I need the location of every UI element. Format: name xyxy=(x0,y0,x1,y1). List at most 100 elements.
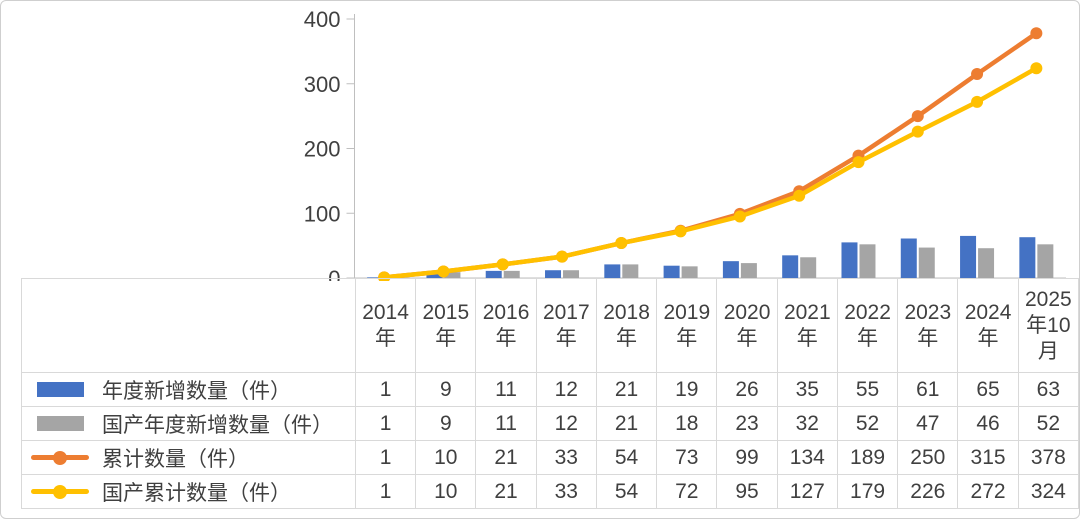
category-cell: 2022 年 xyxy=(836,278,899,373)
value-cell: 54 xyxy=(595,474,658,509)
value-cell: 63 xyxy=(1017,372,1079,407)
category-cell: 2025 年10 月 xyxy=(1017,278,1079,373)
line-marker xyxy=(437,265,450,278)
value-cell: 32 xyxy=(776,406,838,441)
line-marker xyxy=(556,250,569,263)
category-line: 2014 xyxy=(362,300,409,324)
line-marker xyxy=(733,210,746,223)
category-line: 2018 xyxy=(603,300,650,324)
y-axis-tick-label: 300 xyxy=(304,72,341,97)
value-cell: 11 xyxy=(475,372,537,407)
value-cell: 52 xyxy=(836,406,899,441)
legend-bar-swatch xyxy=(31,382,89,397)
value-cell: 179 xyxy=(836,474,899,509)
bar xyxy=(859,244,876,278)
category-line: 2025 xyxy=(1024,287,1072,311)
category-cell: 2017 年 xyxy=(535,278,597,373)
value-cell: 19 xyxy=(656,372,718,407)
value-cell: 54 xyxy=(595,440,658,475)
value-cell: 324 xyxy=(1017,474,1079,509)
bar xyxy=(1037,244,1054,278)
category-line: 年10 xyxy=(1026,313,1071,337)
bar xyxy=(722,261,739,278)
bar xyxy=(978,248,995,278)
line-marker xyxy=(852,156,865,169)
bar xyxy=(663,265,680,278)
value-cell: 52 xyxy=(1017,406,1079,441)
line-marker xyxy=(674,224,687,237)
bar xyxy=(900,238,917,278)
category-line: 2019 xyxy=(663,300,711,324)
category-line: 年 xyxy=(917,326,939,350)
line-path xyxy=(381,30,1039,280)
table-row: 年度新增数量（件） 1 9 11 12 21 19 26 35 55 61 65 63 xyxy=(21,372,1079,407)
table-corner-spacer xyxy=(21,278,356,373)
category-line: 2023 xyxy=(904,300,952,324)
category-line: 2015 xyxy=(422,300,470,324)
bar xyxy=(681,266,698,278)
bar xyxy=(841,242,858,278)
category-cell: 2021 年 xyxy=(776,278,838,373)
category-line: 年 xyxy=(857,326,879,350)
bar xyxy=(563,270,580,278)
value-cell: 250 xyxy=(897,440,959,475)
value-cell: 21 xyxy=(595,406,658,441)
line-marker xyxy=(615,237,628,250)
value-cell: 378 xyxy=(1017,440,1079,475)
value-cell: 9 xyxy=(415,406,477,441)
bar-series-1 xyxy=(385,244,1054,278)
table-row: 累计数量（件） 1 10 21 33 54 73 99 134 189 250 315 378 xyxy=(21,440,1079,475)
category-line: 2017 xyxy=(542,300,590,324)
legend-line-swatch xyxy=(31,450,89,466)
value-cell: 10 xyxy=(415,474,477,509)
line-marker xyxy=(793,189,806,202)
category-line: 年 xyxy=(736,326,758,350)
legend-label: 累计数量（件） xyxy=(102,447,249,471)
line-marker xyxy=(1030,27,1043,40)
value-cell: 26 xyxy=(716,372,778,407)
value-cell: 1 xyxy=(354,406,417,441)
line-series-2 xyxy=(378,27,1043,281)
category-line: 年 xyxy=(616,326,638,350)
value-cell: 12 xyxy=(535,372,597,407)
line-marker xyxy=(496,258,509,271)
legend-cell: 年度新增数量（件） xyxy=(21,372,356,407)
line-marker xyxy=(911,125,924,138)
chart-data-table: 2014 年 2015 年 2016 年 2017 年 2018 年 2019 年 2020 年 2021 年… xyxy=(21,278,1079,509)
category-line: 年 xyxy=(796,326,818,350)
category-cell: 2015 年 xyxy=(415,278,477,373)
category-line: 年 xyxy=(495,326,517,350)
value-cell: 95 xyxy=(716,474,778,509)
line-path xyxy=(381,65,1039,280)
line-marker xyxy=(556,250,569,263)
line-marker xyxy=(496,258,509,271)
y-axis-tick-label: 100 xyxy=(304,201,341,226)
legend-cell: 国产累计数量（件） xyxy=(21,474,356,509)
category-line: 年 xyxy=(375,326,397,350)
line-marker xyxy=(437,265,450,278)
category-line: 月 xyxy=(1037,339,1059,363)
value-cell: 72 xyxy=(656,474,718,509)
y-axis-tick-label: 200 xyxy=(304,137,341,162)
legend-line-swatch xyxy=(31,484,89,500)
category-cell: 2014 年 xyxy=(354,278,417,373)
value-cell: 1 xyxy=(354,372,417,407)
value-cell: 21 xyxy=(475,440,537,475)
bar xyxy=(545,270,562,278)
category-line: 年 xyxy=(676,326,698,350)
value-cell: 12 xyxy=(535,406,597,441)
bar xyxy=(960,235,977,278)
bar xyxy=(604,264,621,278)
category-cell: 2019 年 xyxy=(656,278,718,373)
line-marker xyxy=(971,68,984,81)
legend-label: 国产累计数量（件） xyxy=(102,481,291,505)
category-line: 年 xyxy=(435,326,457,350)
bar xyxy=(503,270,520,278)
value-cell: 46 xyxy=(957,406,1019,441)
value-cell: 1 xyxy=(354,474,417,509)
category-cell: 2016 年 xyxy=(475,278,537,373)
value-cell: 73 xyxy=(656,440,718,475)
